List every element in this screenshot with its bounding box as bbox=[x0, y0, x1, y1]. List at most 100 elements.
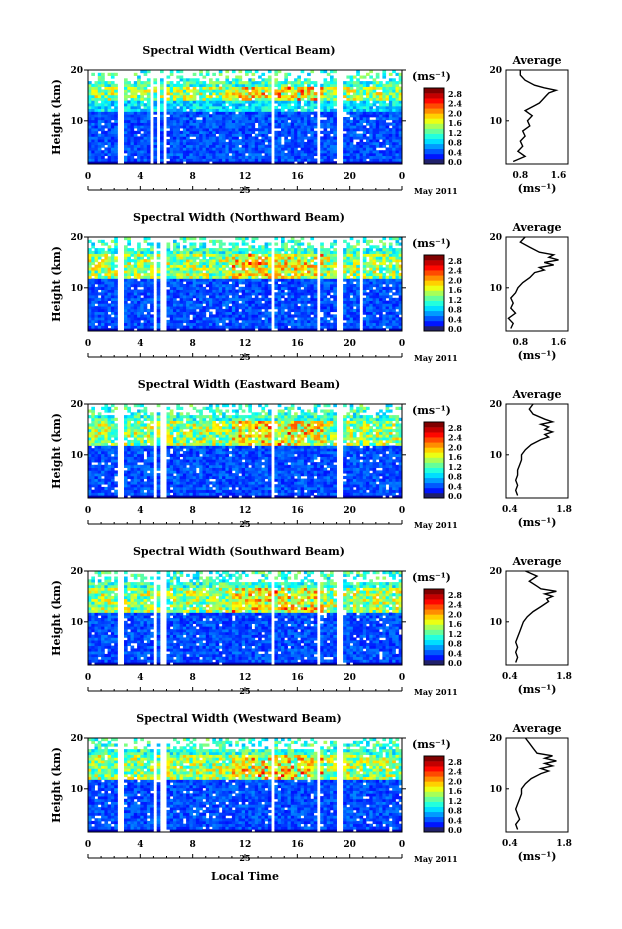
heatmap-cell bbox=[94, 328, 99, 332]
heatmap-cell bbox=[388, 152, 393, 157]
heatmap-cell bbox=[323, 114, 328, 118]
heatmap-cell bbox=[169, 117, 174, 121]
heatmap-cell bbox=[369, 152, 373, 157]
heatmap-cell bbox=[258, 144, 262, 148]
heatmap-cell bbox=[277, 259, 282, 263]
heatmap-cell bbox=[303, 281, 308, 285]
heatmap-cell bbox=[303, 128, 308, 132]
heatmap-cell bbox=[375, 303, 380, 307]
heatmap-cell bbox=[143, 130, 148, 134]
heatmap-cell bbox=[372, 94, 377, 99]
heatmap-cell bbox=[274, 122, 279, 126]
heatmap-cell bbox=[379, 152, 383, 157]
heatmap-cell bbox=[228, 317, 233, 321]
heatmap-cell bbox=[202, 161, 207, 165]
heatmap-cell bbox=[372, 155, 377, 159]
heatmap-cell bbox=[153, 141, 158, 146]
heatmap-cell bbox=[251, 325, 256, 329]
heatmap-cell bbox=[205, 117, 210, 121]
heatmap-cell bbox=[215, 111, 220, 115]
heatmap-cell bbox=[261, 105, 266, 110]
heatmap-cell bbox=[150, 264, 154, 268]
heatmap-cell bbox=[238, 261, 243, 266]
heatmap-cell bbox=[127, 128, 131, 132]
heatmap-cell bbox=[130, 267, 135, 271]
heatmap-cell bbox=[160, 94, 164, 99]
heatmap-cell bbox=[146, 128, 151, 132]
heatmap-cell bbox=[303, 284, 308, 288]
heatmap-cell bbox=[323, 89, 328, 93]
heatmap-cell bbox=[356, 239, 360, 243]
heatmap-cell bbox=[169, 70, 174, 74]
heatmap-cell bbox=[94, 248, 99, 252]
heatmap-cell bbox=[261, 133, 266, 137]
heatmap-cell bbox=[241, 133, 246, 137]
heatmap-cell bbox=[228, 139, 233, 143]
heatmap-cell bbox=[362, 144, 367, 148]
heatmap-cell bbox=[323, 108, 328, 112]
panels-container: Spectral Width (Vertical Beam)1020Height… bbox=[50, 44, 572, 864]
heatmap-cell bbox=[225, 130, 230, 134]
panel-2: Spectral Width (Northward Beam)1020Heigh… bbox=[50, 211, 569, 363]
heatmap-cell bbox=[101, 319, 105, 324]
heatmap-cell bbox=[290, 250, 295, 254]
heatmap-cell bbox=[346, 92, 351, 96]
heatmap-cell bbox=[231, 245, 236, 249]
heatmap-cell bbox=[127, 89, 131, 93]
heatmap-cell bbox=[186, 161, 190, 165]
heatmap-cell bbox=[107, 144, 112, 148]
heatmap-cell bbox=[251, 94, 256, 99]
heatmap-cell bbox=[166, 261, 171, 266]
heatmap-cell bbox=[267, 317, 272, 321]
heatmap-cell bbox=[150, 314, 154, 318]
heatmap-cell bbox=[101, 130, 105, 134]
heatmap-cell bbox=[137, 317, 141, 321]
heatmap-cell bbox=[186, 259, 190, 263]
heatmap-cell bbox=[169, 89, 174, 93]
heatmap-cell bbox=[362, 152, 367, 157]
heatmap-cell bbox=[218, 141, 223, 146]
heatmap-cell bbox=[300, 267, 305, 271]
heatmap-cell bbox=[228, 314, 233, 318]
heatmap-cell bbox=[140, 81, 144, 85]
heatmap-cell bbox=[179, 311, 184, 315]
heatmap-cell bbox=[179, 289, 184, 293]
heatmap-cell bbox=[352, 144, 357, 148]
heatmap-cell bbox=[130, 295, 135, 299]
heatmap-cell bbox=[294, 297, 298, 301]
heatmap-cell bbox=[254, 284, 259, 288]
heatmap-cell bbox=[241, 239, 246, 243]
heatmap-cell bbox=[343, 317, 347, 321]
heatmap-cell bbox=[349, 253, 354, 257]
heatmap-cell bbox=[346, 284, 351, 288]
heatmap-cell bbox=[231, 89, 236, 93]
heatmap-cell bbox=[238, 125, 243, 129]
heatmap-cell bbox=[222, 152, 226, 157]
heatmap-cell bbox=[343, 83, 347, 87]
heatmap-cell bbox=[124, 264, 128, 268]
heatmap-cell bbox=[313, 161, 318, 165]
heatmap-cell bbox=[241, 253, 246, 257]
heatmap-cell bbox=[251, 328, 256, 332]
heatmap-cell bbox=[366, 89, 370, 93]
heatmap-cell bbox=[186, 237, 190, 241]
heatmap-cell bbox=[189, 259, 194, 263]
heatmap-cell bbox=[369, 259, 373, 263]
heatmap-cell bbox=[143, 103, 148, 107]
heatmap-cell bbox=[303, 155, 308, 159]
heatmap-cell bbox=[235, 297, 239, 301]
heatmap-cell bbox=[362, 253, 367, 257]
heatmap-cell bbox=[130, 92, 135, 96]
heatmap-cell bbox=[254, 128, 259, 132]
heatmap-cell bbox=[258, 286, 262, 290]
heatmap-cell bbox=[372, 100, 377, 104]
heatmap-cell bbox=[143, 161, 148, 165]
heatmap-cell bbox=[310, 94, 315, 99]
heatmap-cell bbox=[209, 278, 213, 282]
heatmap-cell bbox=[94, 130, 99, 134]
heatmap-cell bbox=[398, 81, 403, 85]
heatmap-cell bbox=[248, 319, 252, 324]
heatmap-cell bbox=[258, 83, 262, 87]
heatmap-cell bbox=[274, 250, 279, 254]
heatmap-cell bbox=[245, 319, 249, 324]
